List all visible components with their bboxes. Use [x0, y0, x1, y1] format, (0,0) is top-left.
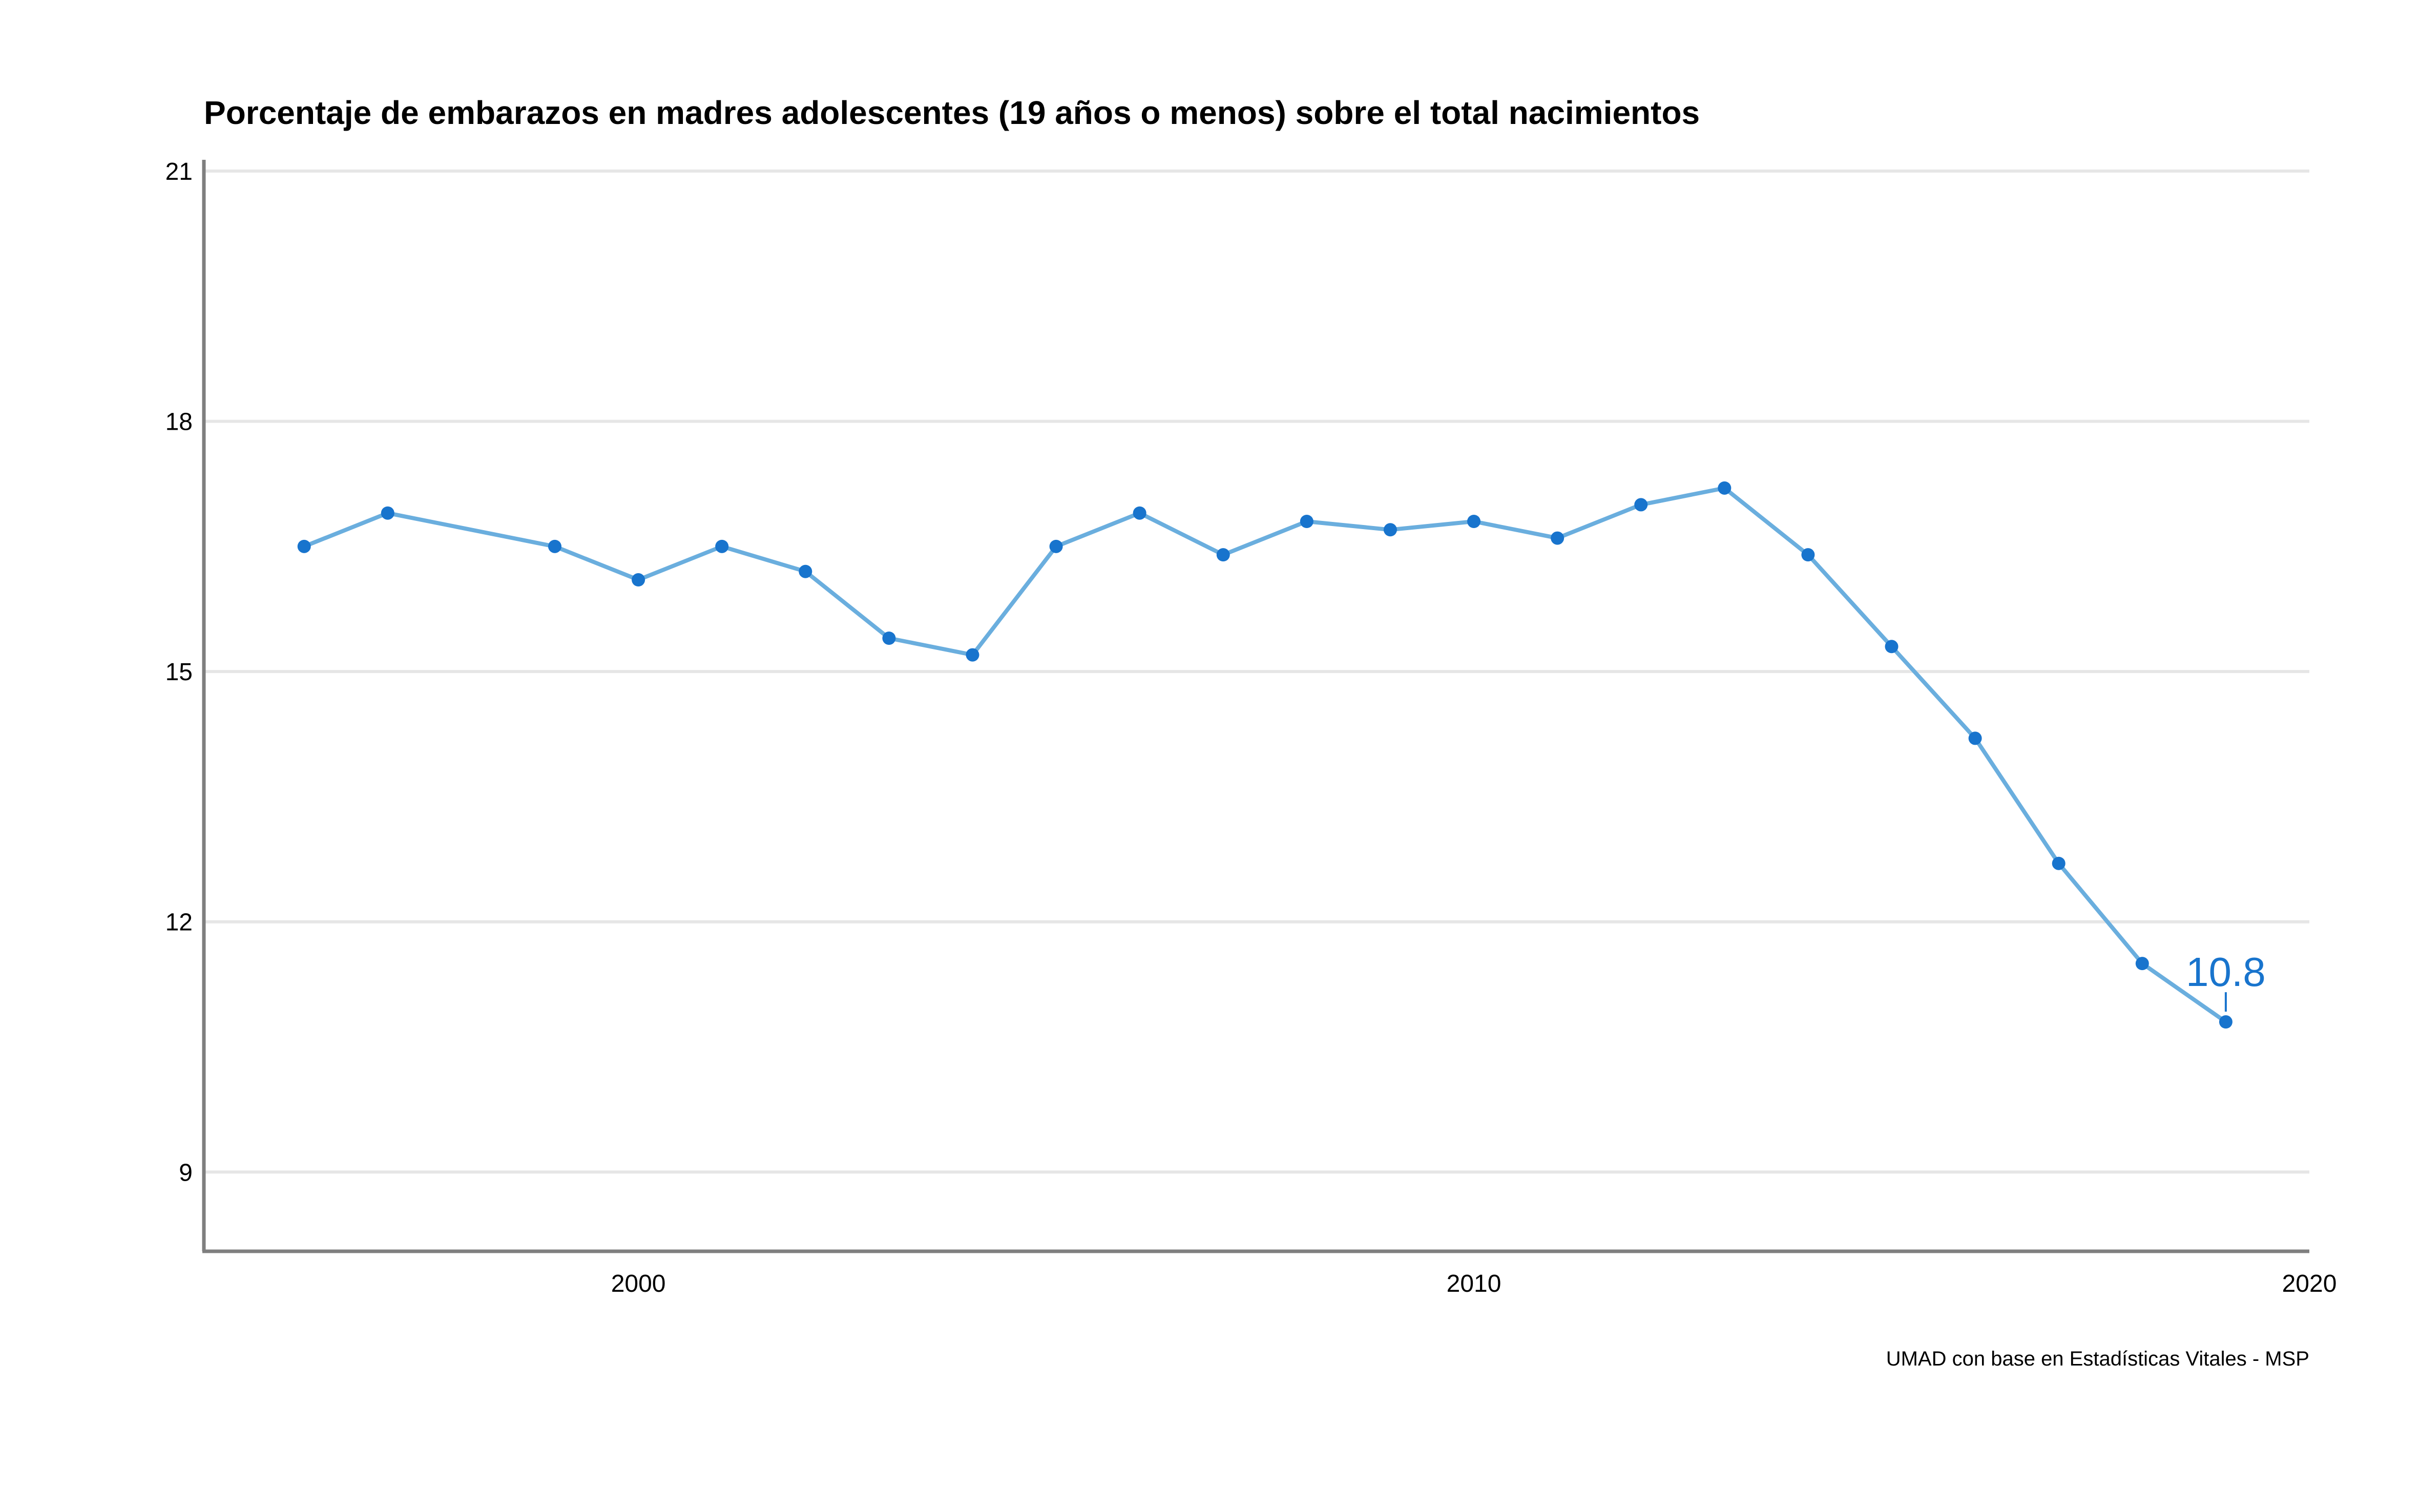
tick-labels: 9 12 15 18 21 2000 2010 2020	[165, 158, 2337, 1297]
data-point	[1300, 515, 1313, 528]
x-tick-label: 2020	[2282, 1270, 2337, 1297]
data-point	[297, 539, 311, 553]
data-point	[882, 632, 896, 645]
x-tick-label: 2000	[611, 1270, 666, 1297]
data-point	[1801, 548, 1815, 562]
data-point	[548, 539, 561, 553]
data-point	[799, 564, 812, 578]
y-tick-label: 18	[165, 409, 193, 436]
data-point	[632, 573, 645, 586]
y-tick-label: 9	[179, 1159, 193, 1186]
y-tick-label: 12	[165, 909, 193, 936]
data-points	[297, 481, 2233, 1029]
data-point	[1718, 481, 1731, 495]
gridlines	[204, 170, 2309, 1174]
data-point	[966, 648, 979, 662]
data-point	[715, 539, 729, 553]
y-tick-label: 15	[165, 659, 193, 686]
series-line	[302, 486, 2228, 1024]
data-point	[1551, 531, 1564, 545]
data-point	[1885, 640, 1899, 654]
data-point	[1383, 523, 1397, 537]
data-point	[1467, 515, 1481, 528]
data-point	[1133, 506, 1146, 520]
data-point	[1634, 498, 1648, 512]
chart-title: Porcentaje de embarazos en madres adoles…	[204, 94, 1700, 131]
x-tick-label: 2010	[1447, 1270, 1501, 1297]
annotation-label: 10.8	[2186, 949, 2266, 995]
annotations: 10.8	[2186, 949, 2266, 1012]
axes	[202, 160, 2309, 1253]
data-point	[381, 506, 394, 520]
data-point	[2052, 856, 2066, 870]
data-point	[2135, 957, 2149, 971]
data-point	[1968, 731, 1982, 745]
series-line-path	[302, 486, 2228, 1024]
data-point	[1049, 539, 1063, 553]
data-point	[1216, 548, 1230, 562]
y-tick-label: 21	[165, 158, 193, 185]
chart-caption: UMAD con base en Estadísticas Vitales - …	[1886, 1348, 2309, 1370]
data-point	[2219, 1015, 2233, 1029]
